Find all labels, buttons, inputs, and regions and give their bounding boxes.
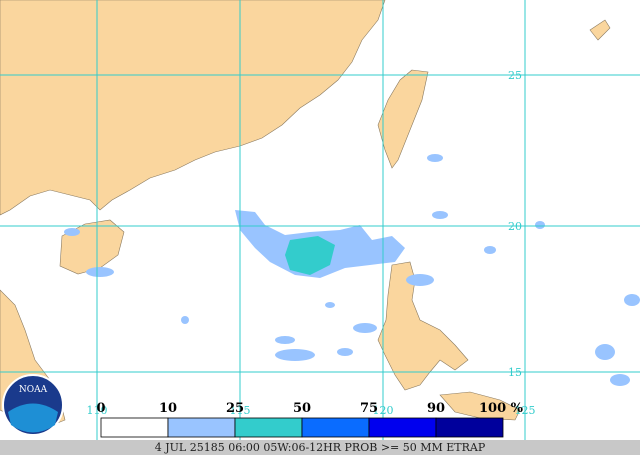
lon-label: 110 [87,404,108,417]
legend-label: 25 [226,401,244,416]
legend-swatch [234,417,303,438]
lon-label: 120 [373,404,394,417]
legend-end-label: 100 % [479,401,524,416]
legend-swatch [301,417,370,438]
legend-label: 50 [293,401,311,416]
footer-text: 4 JUL 25185 06:00 05W:06-12HR PROB >= 50… [155,441,486,454]
legend-label: 0 [96,401,105,416]
noaa-logo: NOAA [2,374,64,436]
lat-label: 15 [508,366,522,379]
lat-label: 25 [508,69,522,82]
precip-medium [285,236,335,275]
graticule [0,0,640,440]
legend-label: 75 [360,401,378,416]
legend-swatch [167,417,236,438]
legend-swatch [368,417,437,438]
lon-label: 115 [230,404,251,417]
lon-label: 125 [515,404,536,417]
legend-label: 90 [427,401,445,416]
logo-text: NOAA [19,385,48,395]
lat-label: 20 [508,220,522,233]
legend-label: 10 [159,401,177,416]
legend-swatch [435,417,504,438]
land [0,0,611,431]
footer-bar [0,440,640,455]
legend-swatch [100,417,169,438]
